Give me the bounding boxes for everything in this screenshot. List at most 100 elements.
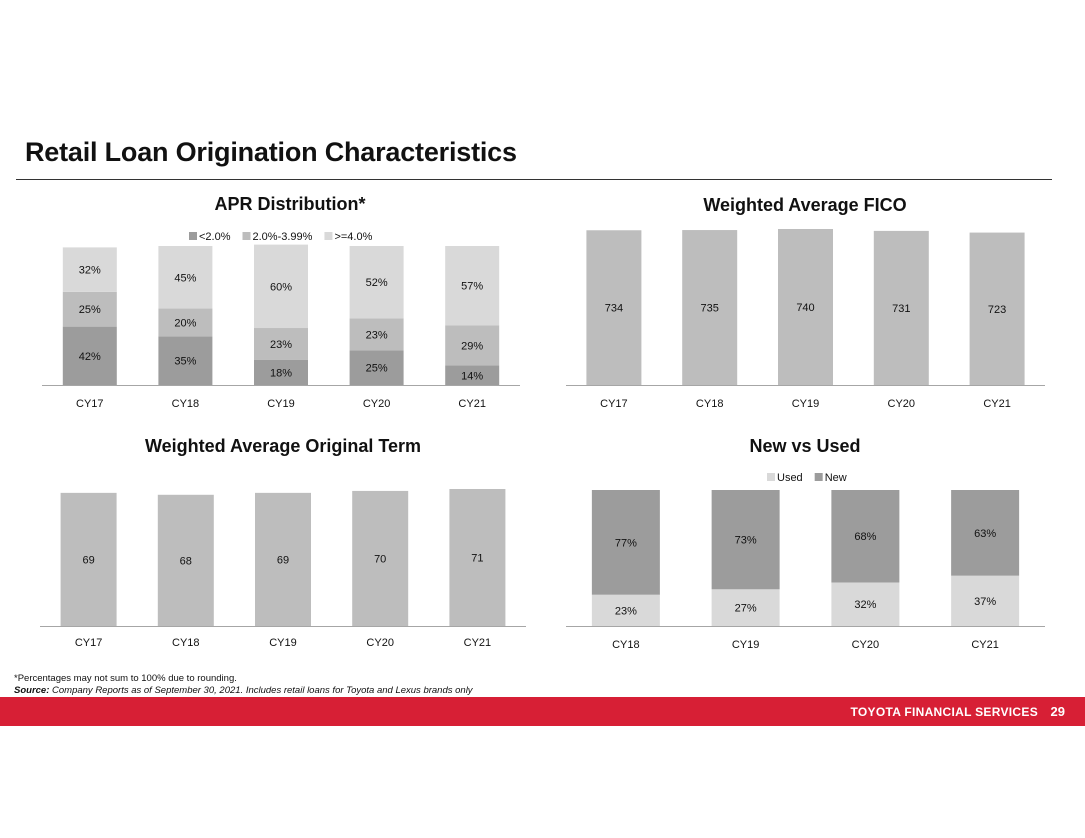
apr-bar-CY20-2 [349,246,404,319]
apr-legend-swatch-1 [242,232,251,240]
term-data-label: 68 [180,555,192,567]
newused-bar-CY20-1 [831,490,900,583]
apr-data-label: 42% [79,351,101,363]
apr-bar-CY19-2 [254,244,308,329]
term-tick-label: CY19 [269,637,297,649]
footer-bar: TOYOTA FINANCIAL SERVICES 29 [0,697,1085,726]
apr-data-label: 32% [79,265,101,277]
apr-data-label: 45% [174,272,196,284]
term-tick-label: CY18 [172,637,200,649]
newused-bar-CY18-0 [591,594,660,626]
newused-data-label: 23% [615,605,637,617]
term-tick-label: CY21 [464,637,492,649]
apr-data-label: 60% [270,281,292,293]
apr-tick-label: CY17 [76,398,104,410]
apr-bar-CY21-1 [445,325,500,366]
newused-data-label: 77% [615,537,637,549]
newused-bar-CY18-1 [591,490,660,595]
apr-tick-label: CY21 [458,398,486,410]
apr-data-label: 20% [174,317,196,329]
newused-tick-label: CY21 [971,639,999,651]
newused-legend-swatch-0 [767,473,775,481]
newused-data-label: 32% [854,599,876,611]
newused-legend-label-0: Used [777,472,803,484]
fico-data-label: 723 [988,304,1006,316]
term-bar-CY18 [157,494,214,626]
apr-bar-CY18-1 [158,308,213,337]
newused-bar-CY20-0 [831,582,900,626]
page-title: Retail Loan Origination Characteristics [25,137,517,167]
newused-bar-CY19-1 [711,490,780,590]
newused-legend-label-1: New [825,472,847,484]
apr-data-label: 14% [461,370,483,382]
term-data-label: 71 [471,553,483,565]
newused-data-label: 68% [854,531,876,543]
apr-data-label: 35% [174,356,196,368]
apr-bar-CY19-0 [254,359,308,385]
fico-tick-label: CY17 [600,398,628,410]
title-divider [16,179,1052,180]
fico-tick-label: CY19 [792,398,820,410]
term-bar-CY21 [449,489,506,626]
apr-bar-CY21-2 [445,246,500,326]
apr-data-label: 23% [270,339,292,351]
apr-data-label: 57% [461,281,483,293]
apr-legend-swatch-0 [189,232,197,240]
newused-data-label: 73% [735,535,757,547]
term-data-label: 70 [374,553,386,565]
fico-tick-label: CY20 [888,398,916,410]
apr-data-label: 25% [79,304,101,316]
fico-data-label: 734 [605,303,623,315]
source-footnote: Source: Company Reports as of September … [14,685,473,696]
apr-tick-label: CY20 [363,398,391,410]
fico-chart-title: Weighted Average FICO [703,195,907,215]
apr-bar-CY21-0 [445,365,500,385]
newused-legend-swatch-1 [814,473,823,481]
apr-tick-label: CY18 [172,398,200,410]
apr-bar-CY19-1 [254,328,308,360]
apr-bar-CY17-0 [62,326,117,385]
source-label: Source: [14,685,50,696]
apr-bar-CY17-2 [62,247,117,292]
apr-bar-CY18-2 [158,246,213,309]
apr-data-label: 18% [270,367,292,379]
newused-tick-label: CY18 [612,639,640,651]
fico-tick-label: CY18 [696,398,724,410]
newused-bar-CY19-0 [711,589,780,626]
fico-bar-CY21 [969,232,1025,385]
newused-bar-CY21-1 [951,490,1020,576]
term-chart-title: Weighted Average Original Term [144,436,422,456]
newused-tick-label: CY19 [732,639,760,651]
apr-data-label: 25% [366,363,388,375]
apr-bar-CY18-0 [158,336,213,385]
newused-bar-CY21-0 [951,575,1020,626]
term-bar-CY19 [255,492,311,626]
term-bar-CY20 [352,490,409,626]
apr-bar-CY17-1 [62,291,117,327]
apr-tick-label: CY19 [267,398,295,410]
fico-bar-CY19 [778,229,833,385]
term-data-label: 69 [277,554,289,566]
term-tick-label: CY17 [75,637,103,649]
apr-legend-swatch-2 [324,232,333,240]
term-bar-CY17 [60,492,117,626]
apr-data-label: 29% [461,340,483,352]
new-vs-used-chart-title: New vs Used [749,436,861,456]
page-number: 29 [1050,704,1065,719]
newused-data-label: 37% [974,596,996,608]
fico-data-label: 735 [701,303,719,315]
rounding-footnote: *Percentages may not sum to 100% due to … [14,673,237,684]
apr-legend-label-1: 2.0%-3.99% [253,231,313,243]
term-tick-label: CY20 [366,637,394,649]
fico-bar-CY20 [873,230,929,385]
source-text: Company Reports as of September 30, 2021… [52,685,473,696]
fico-data-label: 740 [796,302,814,314]
apr-chart-title: APR Distribution* [214,194,366,214]
newused-data-label: 27% [735,603,757,615]
apr-data-label: 52% [366,277,388,289]
fico-data-label: 731 [892,303,910,315]
apr-legend-label-0: <2.0% [199,231,231,243]
fico-tick-label: CY21 [983,398,1011,410]
fico-bar-CY18 [682,230,738,385]
footer-brand: TOYOTA FINANCIAL SERVICES [850,705,1038,719]
